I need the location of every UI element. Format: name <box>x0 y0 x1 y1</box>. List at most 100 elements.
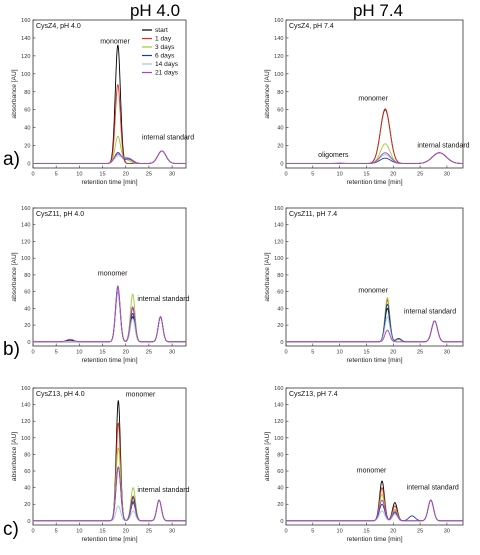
annotation-label: monomer <box>358 287 388 294</box>
y-tick-label: 40 <box>24 126 30 132</box>
series-line-21-days <box>32 150 187 164</box>
plot-frame <box>32 19 187 169</box>
y-tick-label: 160 <box>21 386 30 392</box>
x-tick-label: 30 <box>444 529 450 535</box>
y-tick-label: 140 <box>21 223 30 229</box>
chart-panel-3: 0 20 40 60 80 100 120 140 160 0 5 10 15 20 25 30 retenti… <box>11 206 190 364</box>
column-header-ph4: pH 4.0 <box>130 1 180 20</box>
row-label-a: a) <box>3 149 20 170</box>
y-tick-label: 160 <box>274 386 283 392</box>
x-tick-label: 15 <box>363 350 369 356</box>
y-tick-label: 120 <box>274 239 283 245</box>
x-tick-label: 0 <box>31 172 34 178</box>
annotation-label: internal standard <box>417 142 469 149</box>
x-axis-label: retention time [min] <box>81 536 137 543</box>
y-tick-label: 20 <box>277 144 283 150</box>
y-tick-label: 160 <box>274 206 283 212</box>
x-tick-label: 15 <box>363 172 369 178</box>
x-tick-label: 20 <box>390 529 396 535</box>
x-tick-label: 15 <box>99 350 105 356</box>
y-tick-label: 160 <box>21 206 30 212</box>
y-tick-label: 60 <box>24 290 30 296</box>
x-axis-label: retention time [min] <box>346 536 402 543</box>
x-axis-label: retention time [min] <box>346 357 402 364</box>
x-tick-label: 20 <box>123 350 129 356</box>
annotation-label: internal standard <box>137 296 189 303</box>
y-axis-label: absorbance [AU] <box>11 252 18 301</box>
annotation-label: internal standard <box>404 308 456 315</box>
x-tick-label: 20 <box>390 172 396 178</box>
y-tick-label: 100 <box>274 72 283 78</box>
x-tick-label: 10 <box>76 172 82 178</box>
x-tick-label: 25 <box>417 529 423 535</box>
x-tick-label: 0 <box>284 172 287 178</box>
x-axis-label: retention time [min] <box>81 357 137 364</box>
x-tick-label: 5 <box>55 529 58 535</box>
y-tick-label: 120 <box>21 239 30 245</box>
y-tick-label: 80 <box>24 452 30 458</box>
y-tick-label: 80 <box>277 90 283 96</box>
y-tick-label: 40 <box>24 306 30 312</box>
legend-entry: 6 days <box>155 53 175 60</box>
annotation-label: internal standard <box>137 487 189 494</box>
annotation-label: internal standard <box>142 134 194 141</box>
y-tick-label: 100 <box>21 256 30 262</box>
y-tick-label: 80 <box>24 273 30 279</box>
plot-frame <box>285 387 464 526</box>
series-line-21-days <box>285 320 464 343</box>
x-axis-label: retention time [min] <box>81 179 137 186</box>
x-axis-label: retention time [min] <box>346 179 402 186</box>
y-tick-label: 120 <box>21 419 30 425</box>
y-tick-label: 120 <box>274 54 283 60</box>
series-line-3-days <box>32 447 187 522</box>
y-tick-label: 60 <box>24 108 30 114</box>
plot-frame <box>285 207 464 347</box>
y-tick-label: 0 <box>27 340 30 346</box>
x-tick-label: 0 <box>31 529 34 535</box>
x-tick-label: 15 <box>363 529 369 535</box>
x-tick-label: 10 <box>337 172 343 178</box>
y-axis-label: absorbance [AU] <box>11 69 18 118</box>
x-tick-label: 25 <box>146 350 152 356</box>
chart-panel-6: 0 20 40 60 80 100 120 140 160 0 5 10 15 20 25 30 retenti… <box>264 386 464 543</box>
series-line-start <box>32 400 187 522</box>
y-tick-label: 140 <box>21 36 30 42</box>
y-tick-label: 40 <box>277 486 283 492</box>
y-tick-label: 60 <box>277 108 283 114</box>
x-tick-label: 5 <box>55 172 58 178</box>
x-tick-label: 30 <box>169 172 175 178</box>
chart-panel-5: 0 20 40 60 80 100 120 140 160 0 5 10 15 20 25 30 retenti… <box>11 386 190 543</box>
x-tick-label: 10 <box>76 350 82 356</box>
x-tick-label: 30 <box>444 172 450 178</box>
annotation-label: internal standard <box>407 484 459 491</box>
y-tick-label: 140 <box>274 403 283 409</box>
y-tick-label: 100 <box>274 256 283 262</box>
y-axis-label: absorbance [AU] <box>11 432 18 481</box>
x-tick-label: 5 <box>311 172 314 178</box>
y-axis-label: absorbance [AU] <box>264 252 271 301</box>
legend-entry: 21 days <box>155 70 179 77</box>
series-line-6-days <box>32 150 187 164</box>
y-tick-label: 0 <box>280 519 283 525</box>
plot-frame <box>32 207 187 347</box>
panel-title: CysZ11, pH 7.4 <box>289 211 337 218</box>
y-tick-label: 160 <box>274 18 283 24</box>
y-tick-label: 100 <box>21 436 30 442</box>
series-line-1-day <box>32 422 187 522</box>
x-tick-label: 15 <box>99 172 105 178</box>
chart-panel-4: 0 20 40 60 80 100 120 140 160 0 5 10 15 20 25 30 retenti… <box>264 206 464 364</box>
y-tick-label: 120 <box>21 54 30 60</box>
series-line-1-day <box>285 108 464 164</box>
legend-entry: start <box>155 27 168 34</box>
x-tick-label: 10 <box>76 529 82 535</box>
x-tick-label: 5 <box>311 350 314 356</box>
series-line-21-days <box>285 152 464 164</box>
panel-title: CysZ4, pH 4.0 <box>36 23 81 30</box>
x-tick-label: 30 <box>169 350 175 356</box>
x-tick-label: 0 <box>284 350 287 356</box>
x-tick-label: 5 <box>55 350 58 356</box>
series-line-21-days <box>32 466 187 522</box>
